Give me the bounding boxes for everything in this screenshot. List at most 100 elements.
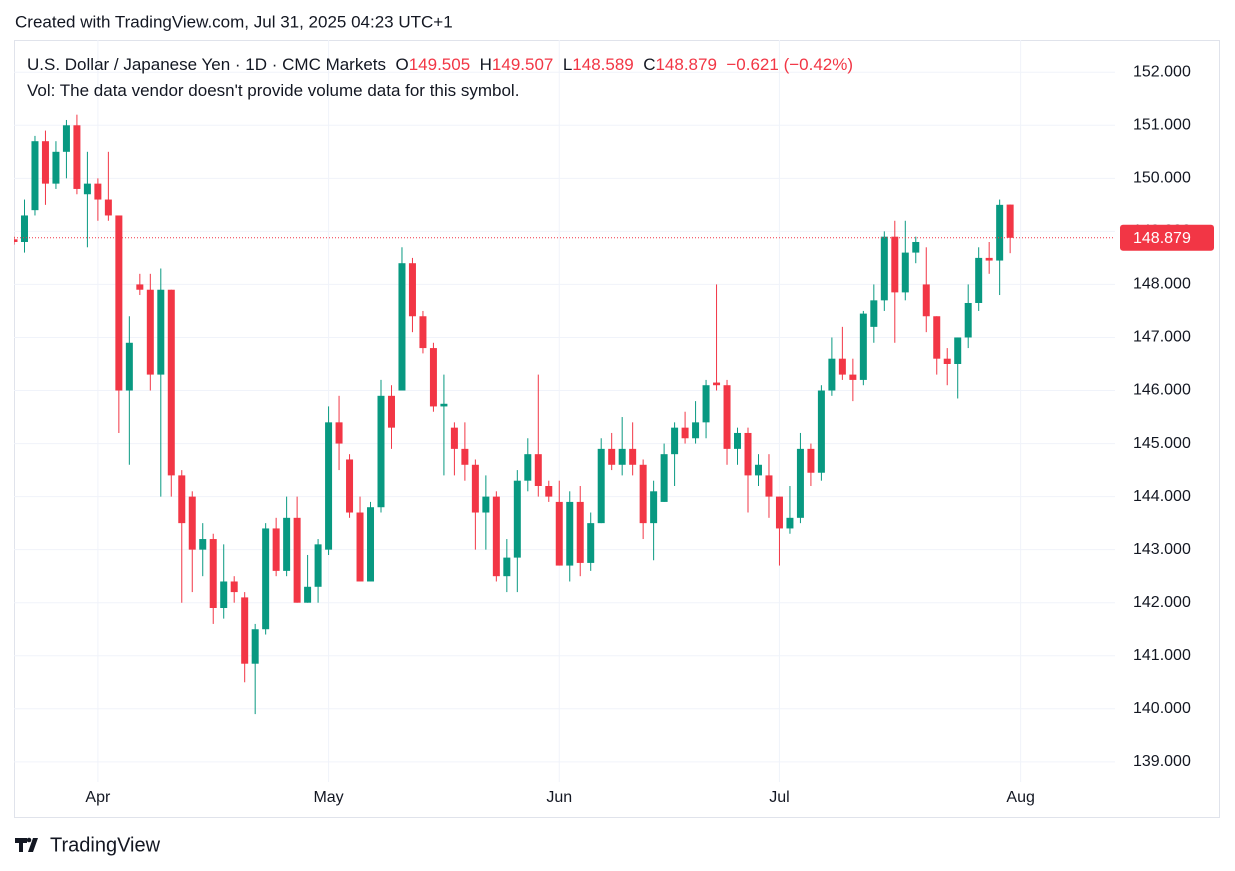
candle-body	[587, 523, 595, 563]
candle-body	[73, 125, 81, 189]
ohlc-label: H	[479, 55, 492, 74]
candle-body	[545, 486, 553, 497]
grid	[14, 40, 1115, 782]
y-tick-label: 139.000	[1133, 753, 1191, 770]
candle-body	[786, 517, 794, 529]
candle-body	[157, 289, 165, 375]
x-tick-label: May	[313, 789, 343, 806]
candle-body	[734, 432, 742, 449]
candle-body	[629, 448, 637, 465]
candle-body	[178, 475, 186, 524]
candle-body	[807, 448, 815, 473]
candle-body	[796, 448, 804, 518]
candle-body	[230, 581, 238, 593]
candle-body	[880, 236, 888, 301]
last-price-badge	[1120, 224, 1214, 251]
candle-body	[199, 539, 207, 550]
candle-body	[346, 459, 354, 513]
candle-body	[136, 284, 144, 290]
candle-body	[482, 496, 490, 513]
candle-body	[954, 337, 962, 364]
candle-body	[115, 215, 123, 391]
candle-body	[251, 629, 259, 664]
candle-body	[367, 507, 375, 582]
candle-body	[283, 517, 291, 571]
last-price-label: 148.879	[1133, 230, 1191, 247]
ohlc-label: O	[395, 55, 409, 74]
candle-body	[765, 475, 773, 497]
y-tick-label: 144.000	[1133, 488, 1191, 505]
candle-body	[922, 284, 930, 317]
candle-body	[220, 581, 228, 609]
candle-body	[576, 501, 584, 563]
candle-body	[188, 496, 196, 550]
candle-body	[31, 141, 39, 211]
ohlc-value: 148.589	[572, 55, 634, 74]
candle-body	[262, 528, 270, 630]
candle-body	[62, 125, 70, 152]
candle-body	[660, 454, 668, 502]
candle-body	[524, 454, 532, 481]
x-tick-label: Jul	[769, 789, 789, 806]
candle-body	[754, 464, 762, 476]
candle-body	[566, 501, 574, 566]
candles	[14, 114, 1115, 715]
change: −0.621 (−0.42%)	[726, 55, 854, 74]
candle-body	[933, 316, 941, 359]
candle-body	[209, 539, 217, 609]
candle-body	[639, 464, 647, 524]
candle-body	[964, 302, 972, 338]
candle-body	[608, 448, 616, 465]
candle-body	[104, 199, 112, 216]
x-tick-label: Jun	[546, 789, 572, 806]
ohlc-value: 148.879	[655, 55, 717, 74]
candle-body	[14, 239, 18, 242]
candle-body	[513, 480, 521, 558]
candle-body	[429, 348, 437, 407]
candle-body	[859, 313, 867, 380]
candle-body	[901, 252, 909, 293]
ohlc-label: C	[643, 55, 656, 74]
candle-body	[408, 263, 416, 317]
candle-body	[534, 454, 542, 486]
candle-body	[387, 395, 395, 428]
ohlc-value: 149.507	[491, 55, 554, 74]
candle-body	[912, 241, 920, 253]
candle-body	[419, 316, 427, 349]
legend-line: U.S. Dollar / Japanese Yen · 1D · CMC Ma…	[27, 55, 853, 75]
candle-body	[891, 236, 899, 293]
candle-body	[1006, 204, 1014, 238]
symbol-title: U.S. Dollar / Japanese Yen · 1D · CMC Ma…	[27, 55, 387, 74]
y-tick-label: 147.000	[1133, 329, 1191, 346]
candle-body	[597, 448, 605, 524]
candle-body	[94, 183, 102, 200]
y-tick-label: 151.000	[1133, 117, 1191, 134]
candle-body	[304, 586, 312, 603]
chart-frame	[14, 40, 1220, 818]
candle-body	[870, 300, 878, 327]
brand: TradingView	[50, 834, 161, 856]
x-tick-label: Aug	[1006, 789, 1034, 806]
candle-body	[618, 448, 626, 465]
volume-note: Vol: The data vendor doesn't provide vol…	[27, 81, 520, 100]
candle-body	[985, 257, 993, 261]
logo	[15, 837, 38, 852]
candle-body	[314, 544, 322, 587]
candle-body	[492, 496, 500, 577]
y-tick-label: 146.000	[1133, 382, 1191, 399]
candle-body	[83, 183, 91, 195]
x-tick-label: Apr	[85, 789, 111, 806]
candle-body	[996, 204, 1004, 261]
y-tick-label: 142.000	[1133, 594, 1191, 611]
candle-body	[293, 517, 301, 603]
candle-body	[471, 464, 479, 513]
candle-body	[943, 358, 951, 364]
candle-body	[377, 395, 385, 508]
candle-body	[325, 422, 333, 550]
candle-body	[744, 432, 752, 476]
candle-body	[692, 422, 700, 439]
candle-body	[681, 427, 689, 439]
candle-body	[146, 289, 154, 375]
